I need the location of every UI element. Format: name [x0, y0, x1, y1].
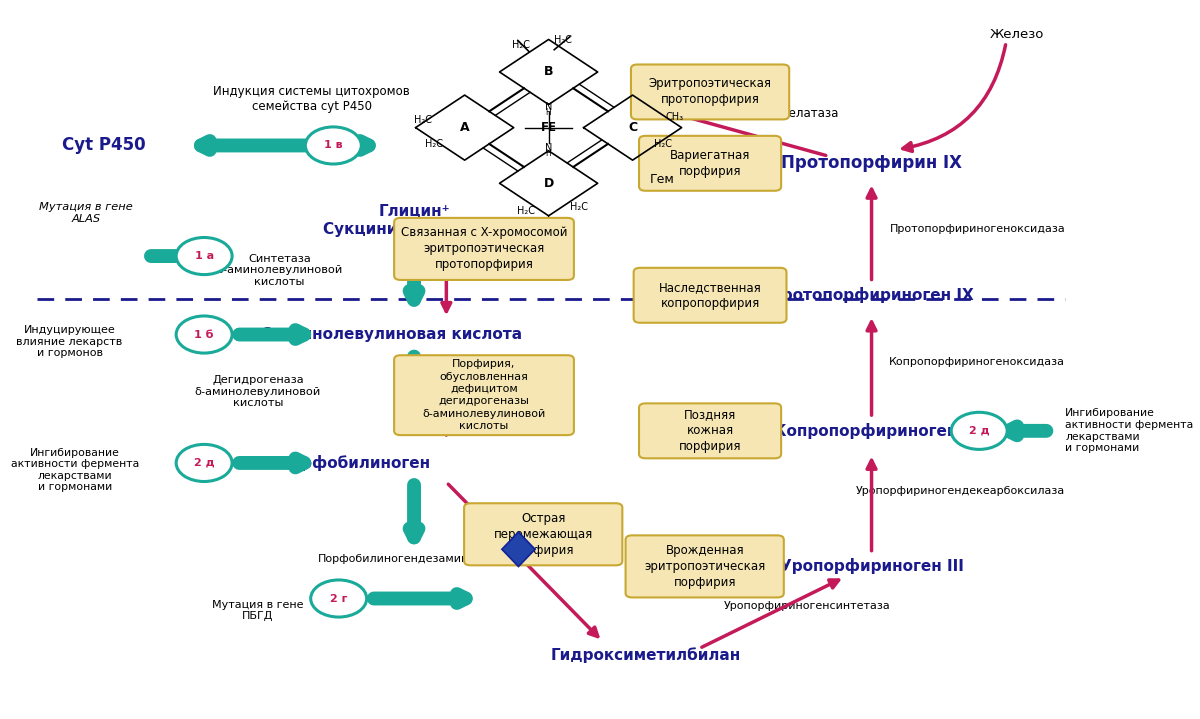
Text: H₂C: H₂C — [570, 202, 588, 212]
Text: FE: FE — [541, 121, 557, 134]
Circle shape — [176, 316, 232, 353]
Text: N: N — [545, 102, 552, 112]
Text: δ-аминолевулиновая кислота: δ-аминолевулиновая кислота — [263, 327, 522, 342]
Text: 1 б: 1 б — [194, 329, 214, 339]
Text: Cyt P450: Cyt P450 — [62, 137, 146, 155]
FancyBboxPatch shape — [394, 355, 574, 435]
Text: Протопорфириногеноксидаза: Протопорфириногеноксидаза — [889, 224, 1066, 234]
Text: Ингибирование
активности фермента
лекарствами
и гормонами: Ингибирование активности фермента лекарс… — [1066, 408, 1194, 453]
Text: Уропорфириногенсинтетаза: Уропорфириногенсинтетаза — [724, 600, 890, 610]
Polygon shape — [502, 532, 535, 567]
Text: H₂C: H₂C — [511, 40, 529, 50]
Text: Врожденная
эритропоэтическая
порфирия: Врожденная эритропоэтическая порфирия — [644, 544, 766, 589]
Text: H₂C: H₂C — [517, 206, 535, 216]
Text: Мутация в гене
ПБГД: Мутация в гене ПБГД — [212, 600, 304, 621]
FancyBboxPatch shape — [625, 536, 784, 597]
Text: Мутация в гене
ALAS: Мутация в гене ALAS — [38, 203, 132, 224]
FancyBboxPatch shape — [464, 503, 623, 565]
Circle shape — [305, 127, 361, 164]
Text: Гем: Гем — [649, 173, 674, 186]
Text: 2 д: 2 д — [968, 426, 990, 436]
Text: 2 г: 2 г — [330, 593, 347, 603]
Text: Связанная с X-хромосомой
эритропоэтическая
протопорфирия: Связанная с X-хромосомой эритропоэтическ… — [401, 226, 568, 271]
Text: Порфобилиноген: Порфобилиноген — [278, 455, 431, 471]
Text: H: H — [546, 138, 552, 157]
Text: Дегидрогеназа
δ-аминолевулиновой
кислоты: Дегидрогеназа δ-аминолевулиновой кислоты — [194, 375, 322, 408]
FancyBboxPatch shape — [394, 218, 574, 280]
Circle shape — [176, 444, 232, 482]
Text: CH₃: CH₃ — [666, 111, 684, 122]
Text: D: D — [544, 177, 553, 190]
Text: Копропорфириногеноксидаза: Копропорфириногеноксидаза — [889, 357, 1066, 367]
Text: Индукция системы цитохромов
семейства сyt P450: Индукция системы цитохромов семейства сy… — [214, 85, 410, 113]
Text: Уропорфириноген III: Уропорфириноген III — [780, 559, 964, 574]
FancyBboxPatch shape — [640, 403, 781, 458]
Text: Острая
перемежающая
порфирия: Острая перемежающая порфирия — [493, 512, 593, 557]
Text: Синтетаза
δ-аминолевулиновой
кислоты: Синтетаза δ-аминолевулиновой кислоты — [216, 254, 343, 287]
FancyBboxPatch shape — [634, 267, 786, 323]
Text: Ингибирование
активности фермента
лекарствами
и гормонами: Ингибирование активности фермента лекарс… — [11, 448, 139, 493]
Text: 2 д: 2 д — [194, 458, 215, 468]
Circle shape — [176, 237, 232, 275]
Text: Порфирия,
обусловленная
дефицитом
дегидрогеназы
δ-аминолевулиновой
кислоты: Порфирия, обусловленная дефицитом дегидр… — [422, 360, 546, 431]
Text: H₂C: H₂C — [425, 139, 443, 150]
Text: Эритропоэтическая
протопорфирия: Эритропоэтическая протопорфирия — [648, 78, 772, 106]
Text: Уропорфириногендекеарбоксилаза: Уропорфириногендекеарбоксилаза — [856, 487, 1066, 497]
Text: Железо: Железо — [990, 28, 1044, 42]
FancyBboxPatch shape — [640, 136, 781, 191]
Text: Протопорфириноген IX: Протопорфириноген IX — [769, 288, 974, 303]
Text: 1 в: 1 в — [324, 140, 343, 150]
FancyBboxPatch shape — [631, 65, 790, 119]
Text: Наследственная
копропорфирия: Наследственная копропорфирия — [659, 281, 762, 310]
Text: H₂C: H₂C — [654, 139, 672, 150]
Text: Индуцирующее
влияние лекарств
и гормонов: Индуцирующее влияние лекарств и гормонов — [17, 325, 122, 358]
Text: C: C — [628, 121, 637, 134]
Text: A: A — [460, 121, 469, 134]
Circle shape — [952, 412, 1007, 449]
Text: Феррохелатаза: Феррохелатаза — [743, 107, 839, 120]
Text: N: N — [545, 143, 552, 153]
Text: Поздняя
кожная
порфирия: Поздняя кожная порфирия — [679, 408, 742, 454]
Text: Протопорфирин IX: Протопорфирин IX — [781, 155, 962, 173]
Text: Глицин⁺
Сукцинил Коэнзим А: Глицин⁺ Сукцинил Коэнзим А — [323, 204, 505, 237]
Text: H₂C: H₂C — [414, 115, 432, 125]
Text: Вариегатная
порфирия: Вариегатная порфирия — [670, 149, 750, 178]
Text: Копропорфириноген III: Копропорфириноген III — [774, 423, 979, 439]
Text: Гидроксиметилбилан: Гидроксиметилбилан — [551, 648, 740, 664]
Text: 1 а: 1 а — [194, 251, 214, 261]
Text: Порфобилиногендезаминаза: Порфобилиногендезаминаза — [318, 554, 488, 564]
Text: B: B — [544, 65, 553, 78]
Text: H₂C: H₂C — [553, 35, 571, 45]
Circle shape — [311, 580, 367, 617]
Text: H: H — [546, 98, 552, 117]
